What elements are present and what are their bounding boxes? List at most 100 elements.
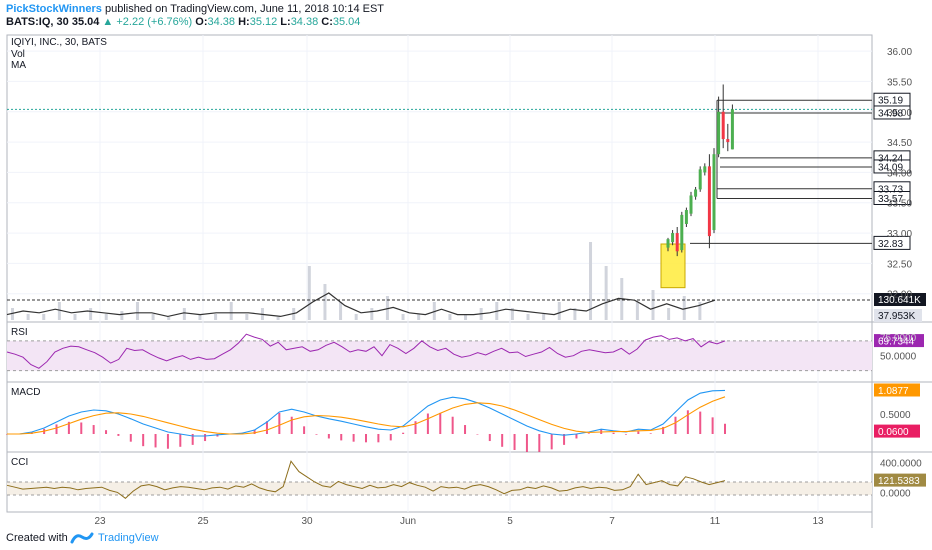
candle-body bbox=[671, 233, 675, 243]
macd-histogram-bar bbox=[327, 434, 330, 439]
macd-histogram-bar bbox=[649, 433, 652, 434]
macd-title: MACD bbox=[11, 387, 40, 398]
volume-bar bbox=[448, 314, 452, 320]
macd-histogram-bar bbox=[278, 412, 281, 434]
volume-bar bbox=[307, 266, 311, 320]
cci-value-label: 121.5383 bbox=[878, 476, 920, 487]
time-tick-label: 5 bbox=[507, 516, 513, 527]
macd-signal-line bbox=[7, 396, 726, 435]
price-level-box bbox=[873, 159, 911, 174]
cci-line bbox=[6, 460, 726, 499]
macd-histogram-bar bbox=[488, 434, 491, 442]
volume-bar bbox=[542, 314, 546, 320]
volume-bar bbox=[214, 314, 218, 320]
macd-histogram-bar bbox=[637, 431, 640, 434]
volume-bar bbox=[667, 308, 671, 320]
price-tick-label: 36.00 bbox=[887, 47, 912, 58]
macd-histogram-bar bbox=[315, 434, 318, 435]
price-tick-label: 35.00 bbox=[887, 108, 912, 119]
price-level-box bbox=[873, 105, 911, 120]
time-tick-label: 30 bbox=[301, 516, 313, 527]
macd-histogram-bar bbox=[402, 432, 405, 434]
macd-histogram-bar bbox=[563, 434, 566, 445]
macd-histogram-bar bbox=[587, 433, 590, 434]
created-with-text: Created with bbox=[6, 532, 68, 544]
price-tick-label: 33.50 bbox=[887, 199, 912, 210]
price-level-label: 34.09 bbox=[878, 162, 903, 173]
open-label: O: bbox=[195, 16, 208, 28]
time-tick-label: Jun bbox=[400, 516, 416, 527]
macd-histogram-bar bbox=[154, 434, 157, 448]
macd-histogram-bar bbox=[105, 430, 108, 434]
volume-ma-badge bbox=[874, 293, 926, 306]
volume-badge bbox=[874, 309, 922, 322]
volume-bar bbox=[557, 302, 561, 320]
macd-histogram-bar bbox=[525, 434, 528, 452]
candle-body bbox=[680, 214, 684, 251]
published-text: published on TradingView.com, June 11, 2… bbox=[104, 3, 385, 15]
price-tick-label: 35.50 bbox=[887, 77, 912, 88]
chart-header: PickStockWinners published on TradingVie… bbox=[0, 0, 932, 30]
time-tick-label: 7 bbox=[609, 516, 615, 527]
macd-histogram-bar bbox=[179, 434, 182, 447]
volume-bar bbox=[370, 308, 374, 320]
macd-histogram-bar bbox=[67, 421, 70, 434]
candle-body bbox=[698, 169, 702, 190]
tradingview-logo-icon bbox=[70, 532, 94, 544]
macd-histogram-bar bbox=[538, 434, 541, 452]
volume-bar bbox=[464, 314, 468, 320]
candle-body bbox=[730, 109, 734, 150]
volume-bar bbox=[73, 314, 77, 320]
volume-bar bbox=[276, 317, 280, 320]
macd-histogram-bar bbox=[265, 421, 268, 434]
rsi-title: RSI bbox=[11, 327, 28, 338]
price-tick-label: 32.00 bbox=[887, 290, 912, 301]
main-title: IQIYI, INC., 30, BATS bbox=[11, 37, 107, 48]
macd-histogram-bar bbox=[142, 434, 145, 447]
macd-line bbox=[7, 389, 726, 437]
volume-bar bbox=[89, 308, 93, 320]
macd-histogram-bar bbox=[501, 434, 504, 447]
candle-body bbox=[689, 195, 693, 214]
tradingview-brand[interactable]: TradingView bbox=[98, 532, 159, 544]
price-level-label: 32.83 bbox=[878, 239, 903, 250]
volume-bar bbox=[651, 290, 655, 320]
volume-bar bbox=[151, 314, 155, 320]
macd-histogram-bar bbox=[55, 424, 58, 434]
open-value: 34.38 bbox=[207, 16, 236, 28]
time-tick-label: 11 bbox=[710, 516, 721, 527]
high-value: 35.12 bbox=[249, 16, 278, 28]
volume-bar bbox=[682, 296, 686, 320]
macd-value-badge bbox=[874, 383, 920, 397]
macd-histogram-bar bbox=[674, 416, 677, 434]
volume-bar bbox=[26, 314, 30, 320]
rsi-line bbox=[6, 333, 726, 369]
cci-band bbox=[7, 482, 872, 495]
cci-tick-label: 0.0000 bbox=[880, 489, 911, 500]
cci-title: CCI bbox=[11, 457, 28, 468]
macd-histogram-bar bbox=[117, 434, 120, 436]
macd-tick-label: 0.5000 bbox=[880, 410, 911, 421]
price-level-label: 35.19 bbox=[878, 96, 903, 107]
high-label: H: bbox=[238, 16, 250, 28]
macd-histogram-bar bbox=[624, 434, 627, 435]
rsi-tick-label: 50.0000 bbox=[880, 352, 917, 363]
macd-histogram-bar bbox=[92, 425, 95, 434]
author-link[interactable]: PickStockWinners bbox=[6, 3, 102, 15]
macd-histogram-bar bbox=[426, 413, 429, 434]
volume-bar bbox=[104, 314, 108, 320]
price-tick-label: 32.50 bbox=[887, 259, 912, 270]
chart-area[interactable]: 23 25 30 Jun 5 7 11 13 32.00 32.50 33.00 33.50 34.00… bbox=[0, 30, 932, 528]
macd-histogram-bar bbox=[662, 426, 665, 434]
volume-bar bbox=[120, 311, 124, 320]
volume-bar bbox=[635, 302, 639, 320]
macd-histogram-bar bbox=[711, 417, 714, 434]
macd-histogram-bar bbox=[451, 416, 454, 434]
volume-bar bbox=[526, 314, 530, 320]
candle-body bbox=[675, 233, 679, 252]
candle-body bbox=[712, 154, 716, 231]
price-tick-label: 34.50 bbox=[887, 138, 912, 149]
macd-histogram-bar bbox=[191, 434, 194, 445]
plot-frame bbox=[6, 34, 873, 513]
macd-histogram-bar bbox=[476, 434, 479, 435]
